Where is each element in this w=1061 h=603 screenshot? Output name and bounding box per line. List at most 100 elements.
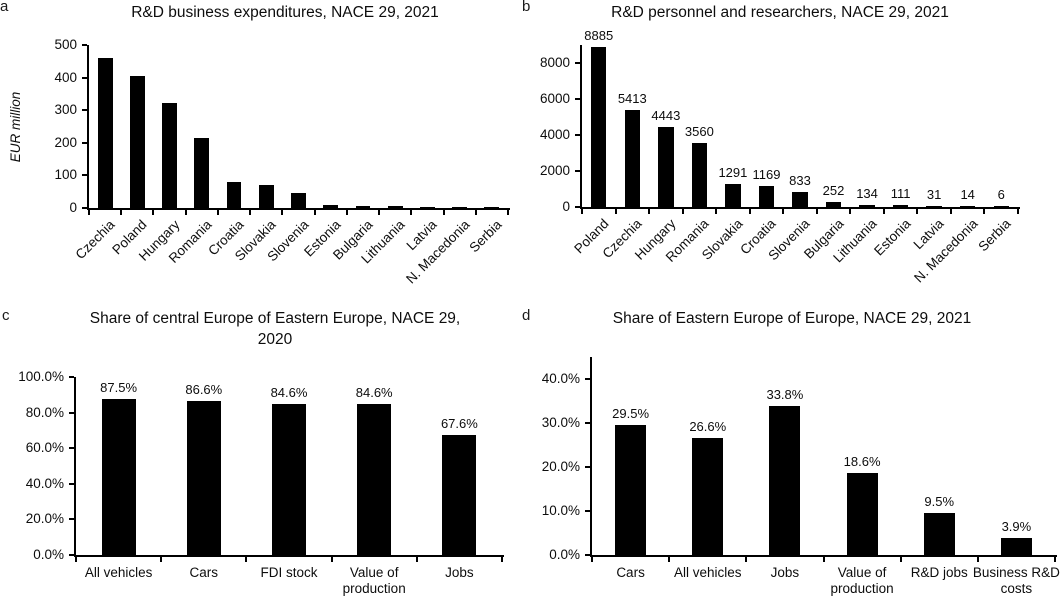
bar — [792, 192, 808, 207]
y-axis-tick — [69, 411, 74, 414]
bar-value-label: 4443 — [651, 108, 681, 124]
x-axis-tick — [410, 210, 413, 215]
x-axis-tick — [916, 209, 919, 214]
bar — [691, 142, 708, 207]
bar — [442, 434, 477, 555]
plot-area — [87, 45, 510, 210]
bar-value-label: 31 — [926, 186, 942, 202]
panel-b: b R&D personnel and researchers, NACE 29,… — [522, 0, 1061, 300]
y-tick-label: 20.0% — [25, 511, 64, 527]
y-tick-label: 500 — [54, 37, 77, 52]
bar — [1000, 537, 1032, 555]
x-axis-tick — [715, 209, 718, 214]
y-axis-tick — [69, 376, 74, 378]
x-axis-tick — [120, 210, 123, 215]
bar — [258, 185, 274, 208]
chart-title: R&D personnel and researchers, NACE 29, … — [611, 4, 949, 21]
y-tick-label: 0 — [69, 200, 77, 215]
x-category-label: Cars — [189, 565, 219, 580]
panel-letter: b — [522, 0, 531, 15]
bar-value-label: 1291 — [718, 164, 748, 180]
y-axis-tick — [82, 141, 87, 144]
y-axis-tick — [82, 174, 87, 177]
bar-value-label: 14 — [960, 186, 975, 202]
x-axis-tick — [75, 557, 77, 562]
panel-c: c Share of central Europe of Eastern Euro… — [0, 300, 530, 603]
y-axis-title: EUR million — [8, 91, 23, 162]
x-axis-tick — [245, 557, 248, 562]
x-category-label: R&D jobs — [910, 565, 968, 580]
bar — [846, 473, 878, 555]
x-category-label: All vehicles — [673, 565, 742, 580]
y-axis-tick — [69, 482, 74, 485]
bar-value-label: 87.5% — [100, 380, 138, 396]
y-axis-tick — [82, 207, 87, 209]
bar-value-label: 252 — [822, 183, 845, 199]
bar — [97, 58, 113, 208]
y-tick-label: 2000 — [539, 163, 570, 178]
y-tick-label: 300 — [54, 102, 77, 118]
y-axis-tick — [69, 518, 74, 521]
bar-value-label: 111 — [890, 186, 911, 201]
bar — [323, 205, 339, 208]
y-tick-label: 10.0% — [541, 503, 580, 518]
y-tick-label: 100 — [54, 167, 77, 183]
bar — [129, 75, 145, 208]
x-axis-tick — [501, 557, 503, 562]
chart-title: 2020 — [257, 331, 293, 348]
bar — [615, 425, 646, 555]
bar — [420, 206, 435, 208]
x-axis-tick — [184, 210, 187, 215]
x-axis-tick — [614, 209, 617, 214]
x-axis-tick — [249, 210, 252, 215]
y-axis-tick — [82, 109, 87, 112]
chart-title: R&D business expenditures, NACE 29, 2021 — [131, 4, 439, 21]
x-axis-tick — [378, 210, 381, 215]
bar-value-label: 84.6% — [270, 385, 308, 401]
bar — [101, 399, 136, 555]
panel-letter: c — [2, 307, 10, 324]
bar-value-label: 8885 — [584, 28, 614, 44]
x-category-label: Cars — [616, 565, 645, 580]
bar — [162, 103, 177, 208]
x-axis-tick — [1054, 557, 1056, 562]
x-axis-tick — [216, 210, 219, 215]
y-axis-tick — [585, 554, 590, 556]
x-axis-tick — [782, 209, 785, 214]
bar — [624, 109, 641, 207]
plot-area — [580, 45, 1020, 209]
y-tick-label: 20.0% — [541, 459, 580, 474]
bar-value-label: 1169 — [752, 166, 781, 182]
y-axis-tick — [575, 206, 580, 208]
x-axis-tick — [681, 209, 684, 214]
y-axis-tick — [585, 466, 590, 468]
x-axis-tick — [160, 557, 163, 562]
y-tick-label: 200 — [54, 134, 77, 150]
y-tick-label: 6000 — [539, 91, 570, 106]
x-axis-tick — [415, 557, 418, 562]
x-axis-tick — [899, 557, 902, 562]
x-axis-tick — [822, 557, 825, 562]
x-axis-tick — [849, 209, 852, 214]
x-axis-tick — [1017, 209, 1019, 214]
y-axis-tick — [575, 170, 580, 172]
x-axis-tick — [507, 210, 509, 215]
bar — [769, 406, 801, 555]
bar — [725, 183, 741, 207]
chart-title: Share of Eastern Europe of Europe, NACE … — [612, 310, 972, 327]
y-tick-label: 40.0% — [25, 475, 64, 491]
y-tick-label: 0.0% — [549, 547, 580, 562]
x-axis-tick — [745, 557, 748, 562]
x-axis-tick — [949, 209, 952, 214]
y-axis-tick — [69, 554, 74, 556]
x-axis-tick — [581, 209, 583, 214]
bar-value-label: 29.5% — [612, 406, 650, 422]
y-tick-label: 0 — [562, 199, 570, 214]
y-tick-label: 40.0% — [541, 371, 580, 386]
x-axis-tick — [345, 210, 348, 215]
bar-value-label: 9.5% — [924, 494, 955, 510]
bar — [926, 205, 942, 207]
y-tick-label: 0.0% — [33, 547, 64, 562]
panel-d: d Share of Eastern Europe of Europe, NACE… — [522, 300, 1061, 603]
